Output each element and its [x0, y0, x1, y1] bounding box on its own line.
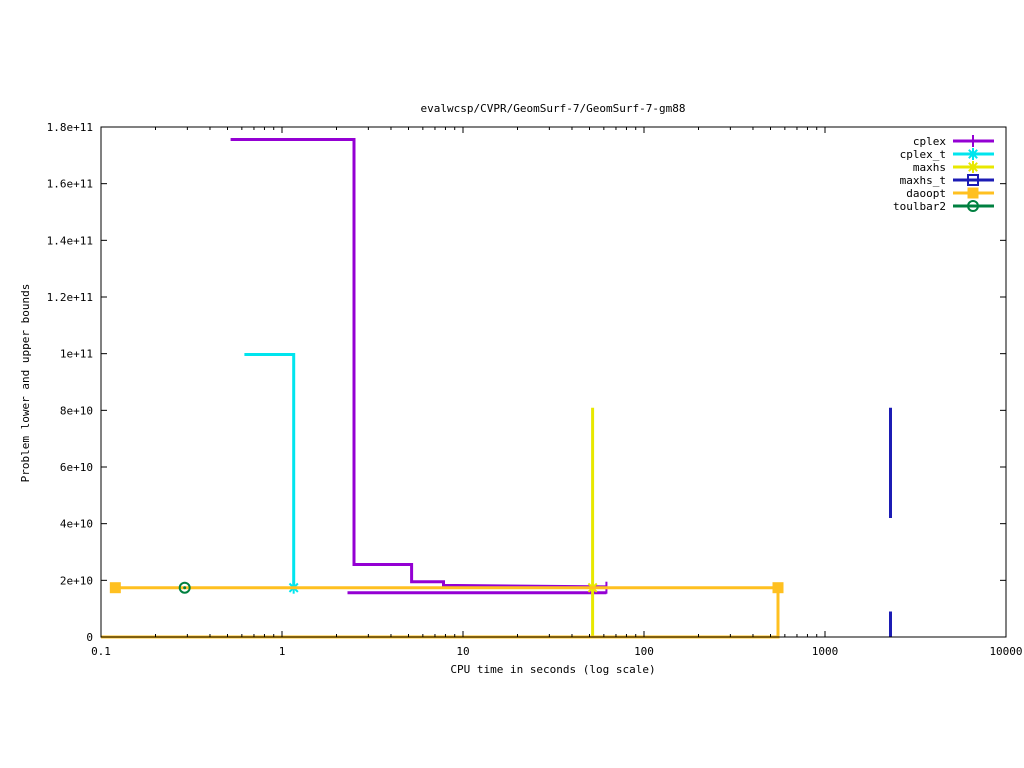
marker-star: [967, 161, 979, 173]
legend-label: cplex_t: [900, 148, 946, 161]
marker-circle-dot: [971, 204, 975, 208]
marker-circle-ring: [967, 200, 979, 212]
legend-label: daoopt: [906, 187, 946, 200]
chart-title: evalwcsp/CVPR/GeomSurf-7/GeomSurf-7-gm88: [421, 102, 686, 115]
x-tick-label: 10000: [989, 645, 1022, 658]
marker-star-d2: [968, 162, 978, 172]
marker-open-square: [967, 174, 979, 186]
legend-item-daoopt: daoopt: [906, 187, 994, 200]
y-tick-label: 6e+10: [60, 461, 93, 474]
legend-item-maxhs: maxhs: [913, 161, 994, 174]
marker-filled-square: [772, 582, 784, 594]
series-layer: [101, 138, 892, 639]
y-tick-label: 1.4e+11: [47, 234, 93, 247]
marker-circle-dot: [183, 586, 187, 590]
legend-label: toulbar2: [893, 200, 946, 213]
series-line: [244, 353, 296, 588]
legend-item-maxhs-t: maxhs_t: [900, 174, 994, 187]
x-tick-label: 1000: [812, 645, 839, 658]
x-tick-label: 10: [456, 645, 469, 658]
series-toulbar2: [178, 581, 191, 594]
marker-star: [967, 148, 979, 160]
legend-item-cplex-t: cplex_t: [900, 148, 994, 161]
marker-circle-ring: [178, 581, 191, 594]
y-tick-label: 8e+10: [60, 404, 93, 417]
axes-layer: 0.1 1 10 100 1000 10000 0 2e+10 4e+10 6e+10 8e+10 1…: [47, 121, 1023, 658]
y-tick-label: 2e+10: [60, 574, 93, 587]
plot-frame: [100, 126, 1007, 638]
y-tick-label: 0: [86, 631, 93, 644]
x-tick-label: 1: [279, 645, 286, 658]
y-tick-label: 1.2e+11: [47, 291, 93, 304]
legend-item-cplex: cplex: [913, 135, 994, 148]
series-line: [230, 138, 607, 589]
y-tick-label: 4e+10: [60, 518, 93, 531]
x-tick-label: 0.1: [91, 645, 111, 658]
legend-label: maxhs_t: [900, 174, 946, 187]
marker-plus: [967, 135, 979, 147]
y-tick-label: 1.6e+11: [47, 178, 93, 191]
legend-label: cplex: [913, 135, 946, 148]
marker-filled-square: [967, 187, 979, 199]
marker-star-d2: [968, 149, 978, 159]
x-axis-label: CPU time in seconds (log scale): [450, 663, 655, 676]
y-tick-label: 1e+11: [60, 348, 93, 361]
y-tick-label: 1.8e+11: [47, 121, 93, 134]
legend-label: maxhs: [913, 161, 946, 174]
legend-item-toulbar2: toulbar2: [893, 200, 994, 213]
marker-circle: [967, 200, 979, 212]
marker-filled-square: [109, 582, 121, 594]
x-tick-label: 100: [634, 645, 654, 658]
y-axis-label: Problem lower and upper bounds: [19, 284, 32, 483]
marker-circle: [178, 581, 191, 594]
